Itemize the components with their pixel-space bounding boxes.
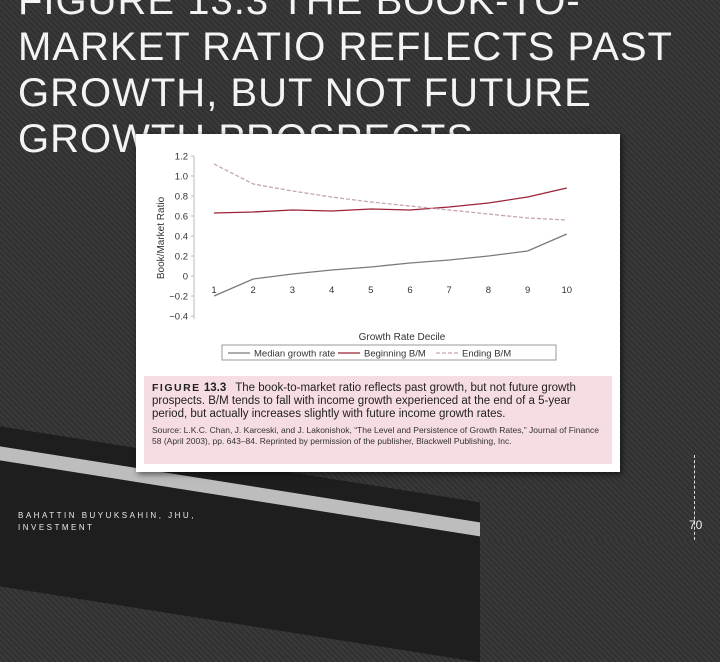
x-tick-label: 2 (251, 285, 256, 296)
y-tick-label: 1.2 (175, 152, 188, 163)
y-tick-label: 0 (183, 272, 188, 283)
legend-label-3: Ending B/M (462, 349, 511, 360)
page-number: 70 (689, 518, 703, 532)
series-line-3 (213, 163, 567, 221)
figure-label: FIGURE (152, 382, 201, 394)
caption-text: The book-to-market ratio reflects past g… (152, 382, 576, 420)
legend-label-1: Median growth rate (254, 349, 335, 360)
x-tick-label: 8 (486, 285, 491, 296)
x-tick-label: 4 (329, 285, 334, 296)
slide-footer: BAHATTIN BUYUKSAHIN, JHU, INVESTMENT (18, 511, 196, 532)
x-tick-label: 7 (447, 285, 452, 296)
x-tick-label: 3 (290, 285, 295, 296)
y-tick-label: −0.2 (169, 292, 188, 303)
x-tick-label: 9 (525, 285, 530, 296)
y-tick-label: 0.8 (175, 192, 188, 203)
caption-source: Source: L.K.C. Chan, J. Karceski, and J.… (152, 425, 599, 446)
line-chart: 1.21.00.80.60.40.20−0.2−0.4 1 2 3 4 5 6 7 8 9 10 … (156, 152, 573, 361)
figure-number: 13.3 (203, 382, 227, 394)
x-tick-label: 6 (407, 285, 412, 296)
x-axis-title: Growth Rate Decile (359, 332, 446, 343)
x-tick-label: 1 (211, 285, 216, 296)
y-tick-label: 1.0 (175, 172, 188, 183)
y-tick-label: 0.4 (175, 232, 188, 243)
series-line-1 (213, 233, 568, 297)
legend-box (221, 344, 557, 361)
page-divider (694, 455, 695, 540)
x-tick-label: 5 (368, 285, 373, 296)
series-line-2 (213, 187, 567, 214)
y-axis-title: Book/Market Ratio (156, 196, 167, 279)
legend: Median growth rate Beginning B/M Ending B/… (221, 344, 557, 361)
slide-title: FIGURE 13.3 THE BOOK-TO-MARKET RATIO REF… (18, 0, 673, 161)
y-tick-label: −0.4 (169, 312, 188, 323)
y-tick-label: 0.2 (175, 252, 188, 263)
x-tick-label: 10 (562, 285, 573, 296)
figure-card: 1.2 1.0 0.8 0.6 0.4 0.2 0 −0.2 −0.4 1 2 3 4 5 6 7 8 9 10 … (136, 134, 620, 472)
y-tick-label: 0.6 (175, 212, 188, 223)
figure-caption: FIGURE 13.3 The book-to-market ratio ref… (144, 376, 612, 464)
legend-label-2: Beginning B/M (364, 349, 426, 360)
